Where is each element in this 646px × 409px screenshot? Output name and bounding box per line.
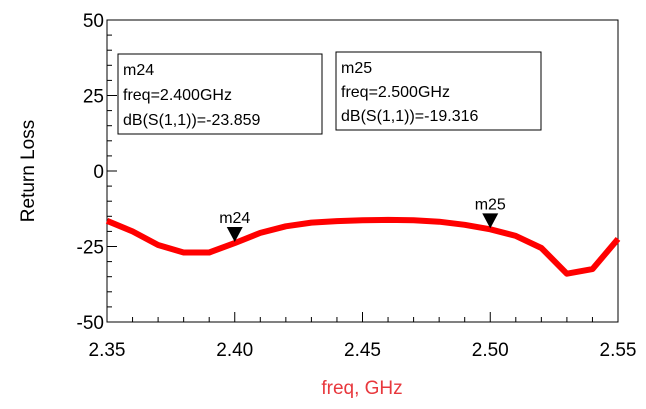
series-line-s11	[105, 216, 621, 277]
y-tick-label: -25	[77, 238, 104, 259]
y-axis-label: Return Loss	[18, 120, 39, 222]
marker-triangle-m24	[226, 227, 243, 243]
markers: m24 m25	[219, 196, 506, 243]
y-tick-label: -50	[77, 313, 104, 334]
marker-readout-m25: m25 freq=2.500GHz dB(S(1,1))=-19.316	[335, 51, 542, 131]
axis-ticks	[106, 19, 619, 323]
marker-label-m25: m25	[475, 196, 506, 213]
readout-m24-value: dB(S(1,1))=-23.859	[123, 112, 261, 129]
y-tick-label: 25	[83, 87, 104, 108]
x-tick-label: 2.45	[344, 340, 381, 361]
readout-m24-name: m24	[123, 62, 154, 79]
x-tick-label: 2.50	[472, 340, 509, 361]
x-tick-label: 2.35	[89, 340, 126, 361]
marker-triangle-m25	[482, 213, 499, 229]
y-tick-label: 50	[83, 11, 104, 32]
readout-m25-freq: freq=2.500GHz	[341, 84, 450, 101]
marker-readout-m24: m24 freq=2.400GHz dB(S(1,1))=-23.859	[117, 53, 323, 135]
tick-labels: 50 25 0 -25 -50 2.35 2.40 2.45 2.50 2.55	[77, 11, 637, 361]
y-tick-label: 0	[93, 162, 104, 183]
readout-m25-value: dB(S(1,1))=-19.316	[341, 108, 479, 125]
x-axis-label: freq, GHz	[321, 378, 402, 399]
readout-m24-freq: freq=2.400GHz	[123, 87, 232, 104]
readout-m25-name: m25	[341, 60, 372, 77]
x-tick-label: 2.40	[216, 340, 253, 361]
marker-label-m24: m24	[219, 210, 250, 227]
x-tick-label: 2.55	[600, 340, 637, 361]
